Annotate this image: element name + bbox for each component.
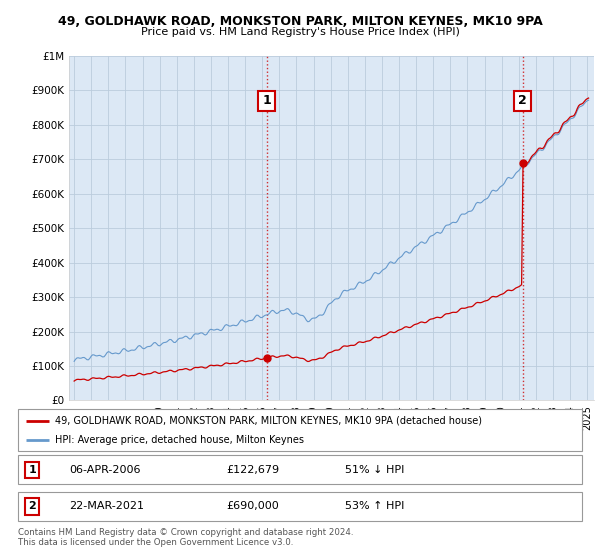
Text: 49, GOLDHAWK ROAD, MONKSTON PARK, MILTON KEYNES, MK10 9PA: 49, GOLDHAWK ROAD, MONKSTON PARK, MILTON… xyxy=(58,15,542,27)
Text: 49, GOLDHAWK ROAD, MONKSTON PARK, MILTON KEYNES, MK10 9PA (detached house): 49, GOLDHAWK ROAD, MONKSTON PARK, MILTON… xyxy=(55,416,482,426)
Text: 1: 1 xyxy=(262,94,271,108)
Text: £122,679: £122,679 xyxy=(227,465,280,475)
Text: 51% ↓ HPI: 51% ↓ HPI xyxy=(345,465,404,475)
FancyBboxPatch shape xyxy=(18,492,582,521)
Text: Price paid vs. HM Land Registry's House Price Index (HPI): Price paid vs. HM Land Registry's House … xyxy=(140,27,460,37)
Text: 22-MAR-2021: 22-MAR-2021 xyxy=(69,501,144,511)
Text: £690,000: £690,000 xyxy=(227,501,280,511)
Text: Contains HM Land Registry data © Crown copyright and database right 2024.
This d: Contains HM Land Registry data © Crown c… xyxy=(18,528,353,547)
Text: HPI: Average price, detached house, Milton Keynes: HPI: Average price, detached house, Milt… xyxy=(55,435,304,445)
FancyBboxPatch shape xyxy=(18,409,582,451)
Text: 1: 1 xyxy=(28,465,36,475)
FancyBboxPatch shape xyxy=(18,455,582,484)
Text: 2: 2 xyxy=(518,94,527,108)
Text: 06-APR-2006: 06-APR-2006 xyxy=(69,465,140,475)
Text: 2: 2 xyxy=(28,501,36,511)
Text: 53% ↑ HPI: 53% ↑ HPI xyxy=(345,501,404,511)
